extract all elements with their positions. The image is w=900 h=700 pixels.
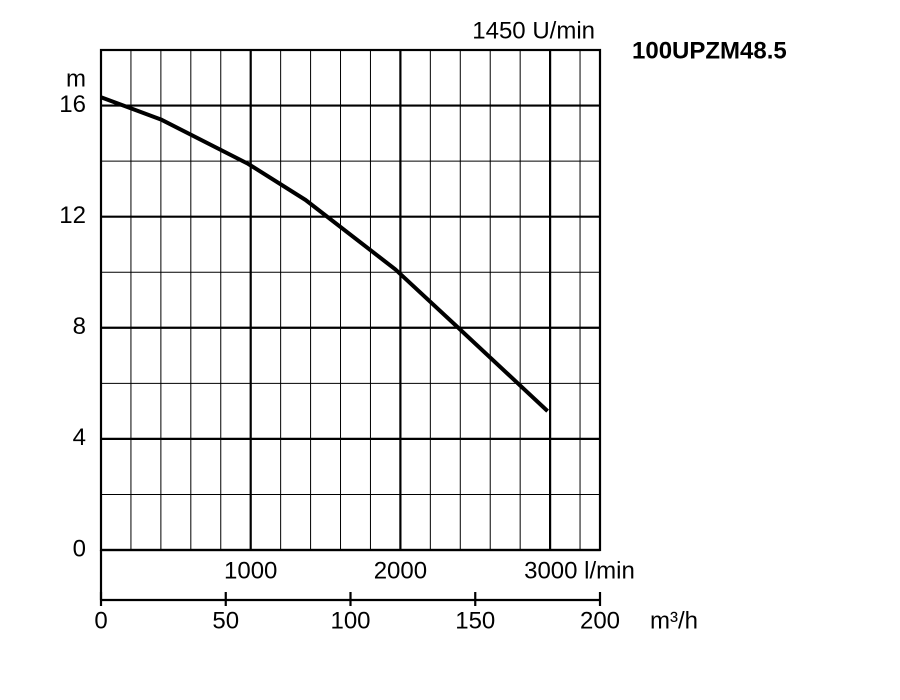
x-tick-label: 50 <box>212 607 239 634</box>
x-tick-label: 100 <box>330 607 370 634</box>
chart-title: 100UPZM48.5 <box>632 37 787 64</box>
x-tick-label: 150 <box>455 607 495 634</box>
x2-tick-label: 3000 l/min <box>524 557 635 584</box>
x2-tick-label: 1000 <box>224 557 277 584</box>
y-tick-label: 4 <box>73 424 86 451</box>
x-axis-label: m³/h <box>650 607 698 634</box>
y-tick-label: 8 <box>73 313 86 340</box>
x2-tick-label: 2000 <box>374 557 427 584</box>
x-tick-label: 200 <box>580 607 620 634</box>
y-axis-label: m <box>66 65 86 92</box>
y-tick-label: 0 <box>73 535 86 562</box>
y-tick-label: 16 <box>59 91 86 118</box>
pump-curve <box>100 95 549 413</box>
x-tick-label: 0 <box>94 607 107 634</box>
plot-frame <box>99 48 602 552</box>
chart-subtitle: 1450 U/min <box>472 17 595 44</box>
y-tick-label: 12 <box>59 202 86 229</box>
